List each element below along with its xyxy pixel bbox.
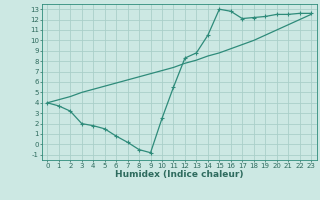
X-axis label: Humidex (Indice chaleur): Humidex (Indice chaleur) (115, 170, 244, 179)
